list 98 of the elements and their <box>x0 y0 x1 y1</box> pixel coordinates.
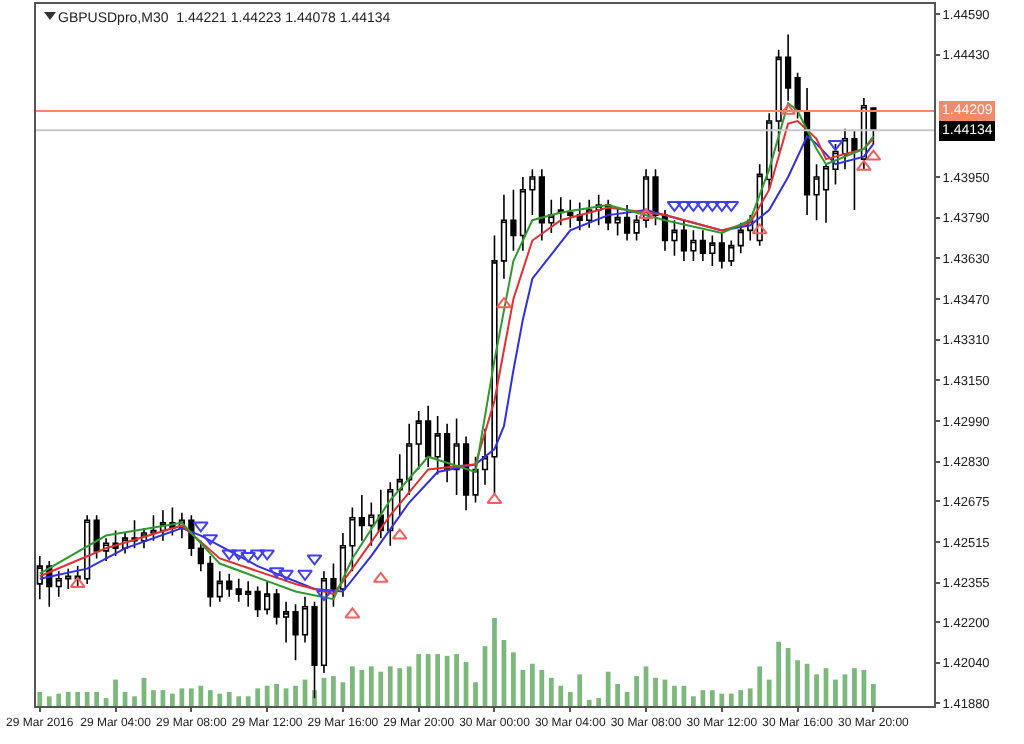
point <box>69 576 86 588</box>
bar <box>577 674 583 706</box>
bar <box>406 666 412 706</box>
bar <box>331 676 336 706</box>
bar <box>586 699 592 706</box>
point <box>827 139 844 151</box>
point <box>685 200 702 212</box>
bar <box>378 671 384 706</box>
bar <box>530 663 535 706</box>
bar <box>113 679 118 706</box>
bar <box>350 666 355 706</box>
bar <box>198 685 204 706</box>
bar <box>511 652 516 706</box>
point <box>865 149 882 161</box>
point <box>638 208 654 220</box>
bar <box>757 666 763 706</box>
point <box>344 607 361 619</box>
bar <box>473 682 478 706</box>
point <box>496 297 512 309</box>
bar <box>188 688 194 706</box>
point <box>297 569 313 581</box>
bar <box>170 693 175 706</box>
point <box>372 571 389 583</box>
bar <box>672 685 677 706</box>
bar <box>567 691 573 706</box>
point <box>221 549 238 561</box>
bar <box>84 691 90 706</box>
bar <box>814 674 819 706</box>
point <box>713 200 730 212</box>
bar <box>255 688 261 706</box>
bar <box>236 696 242 706</box>
bar <box>719 693 725 706</box>
bar <box>56 693 62 706</box>
point <box>268 567 285 579</box>
point <box>751 223 768 235</box>
point <box>780 103 797 115</box>
bar <box>548 677 554 706</box>
bar <box>634 676 639 706</box>
bar <box>709 690 715 706</box>
point <box>676 200 692 212</box>
bar <box>738 690 744 706</box>
bar <box>75 691 81 706</box>
bar <box>416 654 422 706</box>
bar <box>397 668 403 706</box>
bar <box>37 691 43 706</box>
bar <box>151 690 156 706</box>
bar <box>454 654 459 706</box>
point <box>278 569 294 581</box>
bar <box>691 696 696 706</box>
bar <box>226 691 232 706</box>
point <box>694 200 711 212</box>
point <box>391 528 408 540</box>
bar <box>65 691 71 706</box>
bar <box>46 696 52 706</box>
bar <box>359 669 365 706</box>
bar <box>132 696 137 706</box>
point <box>259 549 276 561</box>
bar <box>766 679 772 706</box>
point <box>666 200 683 212</box>
bar <box>264 685 270 706</box>
point <box>249 549 266 561</box>
bar <box>558 685 564 706</box>
point <box>202 534 219 546</box>
bar <box>615 684 620 706</box>
bar <box>747 688 753 706</box>
bar <box>387 666 393 706</box>
point <box>486 492 503 504</box>
point <box>230 549 247 561</box>
bar <box>293 685 298 706</box>
bar <box>728 693 734 706</box>
bar <box>833 679 838 706</box>
bar <box>492 618 497 706</box>
bar <box>852 668 857 706</box>
bar <box>605 671 611 706</box>
point <box>704 200 721 212</box>
point <box>855 159 872 171</box>
bar <box>368 666 374 706</box>
bar <box>871 684 876 706</box>
point <box>192 521 209 533</box>
bar <box>653 677 658 706</box>
bar <box>785 647 791 706</box>
bar <box>795 660 800 706</box>
point <box>316 590 332 602</box>
candlestick <box>567 199 574 229</box>
point <box>306 554 323 566</box>
bar <box>245 696 251 706</box>
point <box>240 551 257 563</box>
bar <box>274 684 279 706</box>
candlestick <box>557 196 564 227</box>
bar <box>207 690 213 706</box>
bar <box>217 693 223 706</box>
bar <box>776 641 782 706</box>
point <box>723 200 740 212</box>
bar <box>596 698 602 706</box>
bar <box>94 691 99 706</box>
bar <box>539 669 545 706</box>
bar <box>425 654 431 706</box>
bar <box>435 654 440 706</box>
